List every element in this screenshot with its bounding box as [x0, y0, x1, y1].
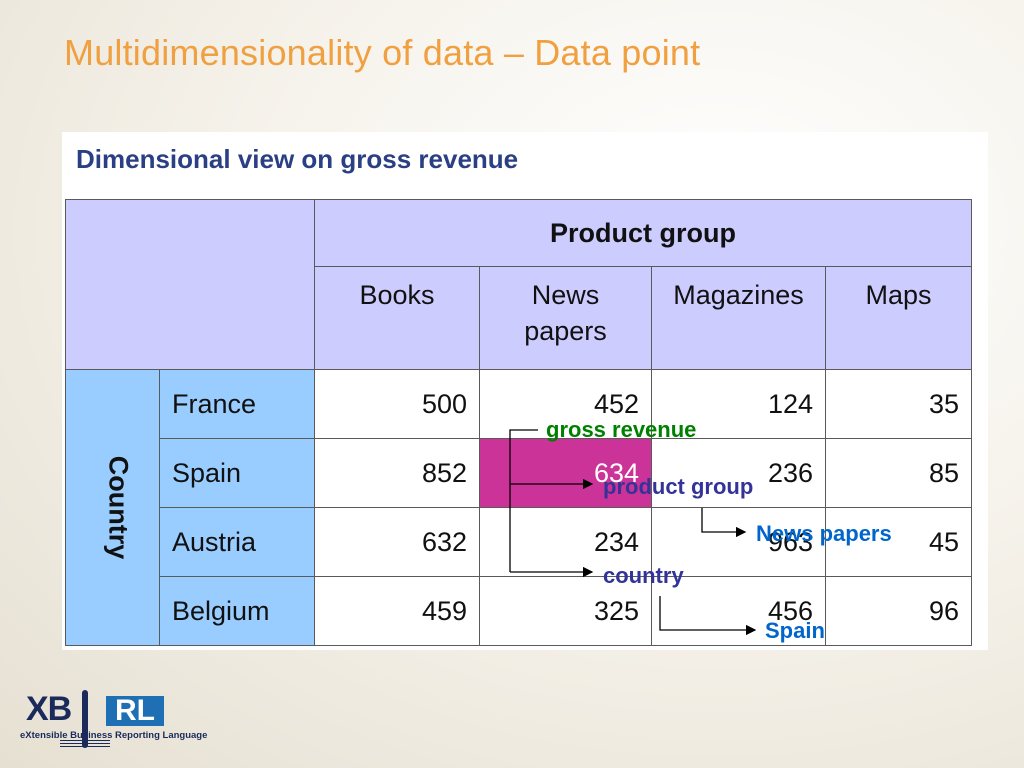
country-dimension-header: Country	[65, 369, 160, 646]
annotation-news-papers: News papers	[756, 521, 892, 546]
slide-title: Multidimensionality of data – Data point	[64, 32, 701, 73]
cell-austria-magazines: 963	[651, 507, 826, 577]
xbrl-logo-mark: XB	[26, 690, 72, 728]
connector-gross-revenue	[509, 429, 538, 572]
column-header-maps: Maps	[824, 266, 973, 370]
connector-spain	[659, 596, 757, 636]
row-label-austria: Austria	[159, 507, 315, 577]
xbrl-logo: XB RL eXtensible Business Reporting Lang…	[20, 690, 207, 750]
column-header-news-papers: News papers	[479, 266, 652, 370]
cell-belgium-news-papers: 325	[479, 576, 652, 646]
cell-belgium-magazines: 456	[651, 576, 826, 646]
annotation-spain: Spain	[765, 618, 825, 643]
connector-news-papers	[701, 508, 747, 538]
cell-france-books: 500	[314, 369, 480, 439]
cell-spain-magazines: 236	[651, 438, 826, 508]
row-label-france: France	[159, 369, 315, 439]
row-label-belgium: Belgium	[159, 576, 315, 646]
cell-france-news-papers: 452	[479, 369, 652, 439]
cell-austria-news-papers: 234	[479, 507, 652, 577]
cell-spain-news-papers-highlighted: 634	[479, 438, 652, 508]
xbrl-logo-stripes	[60, 740, 110, 748]
annotation-gross-revenue: gross revenue	[546, 417, 697, 442]
cell-spain-books: 852	[314, 438, 480, 508]
cell-france-magazines: 124	[651, 369, 826, 439]
product-group-header: Product group	[313, 199, 973, 267]
xbrl-logo-tagline: eXtensible Business Reporting Language	[20, 730, 208, 741]
cell-spain-maps: 85	[824, 438, 973, 508]
column-header-news-papers-label: News papers	[524, 280, 607, 346]
annotation-country: country	[603, 563, 684, 588]
cell-austria-maps: 45	[824, 507, 973, 577]
annotation-product-group: product group	[603, 474, 754, 499]
revenue-table: Product group Books News papers Magazine…	[65, 199, 973, 646]
xbrl-logo-bar	[82, 690, 88, 748]
table-subtitle: Dimensional view on gross revenue	[76, 144, 519, 174]
cell-belgium-books: 459	[314, 576, 480, 646]
column-header-magazines: Magazines	[651, 266, 826, 370]
xbrl-logo-mark-rl: RL	[106, 696, 164, 726]
column-header-books: Books	[314, 266, 480, 370]
cell-belgium-maps: 96	[824, 576, 973, 646]
